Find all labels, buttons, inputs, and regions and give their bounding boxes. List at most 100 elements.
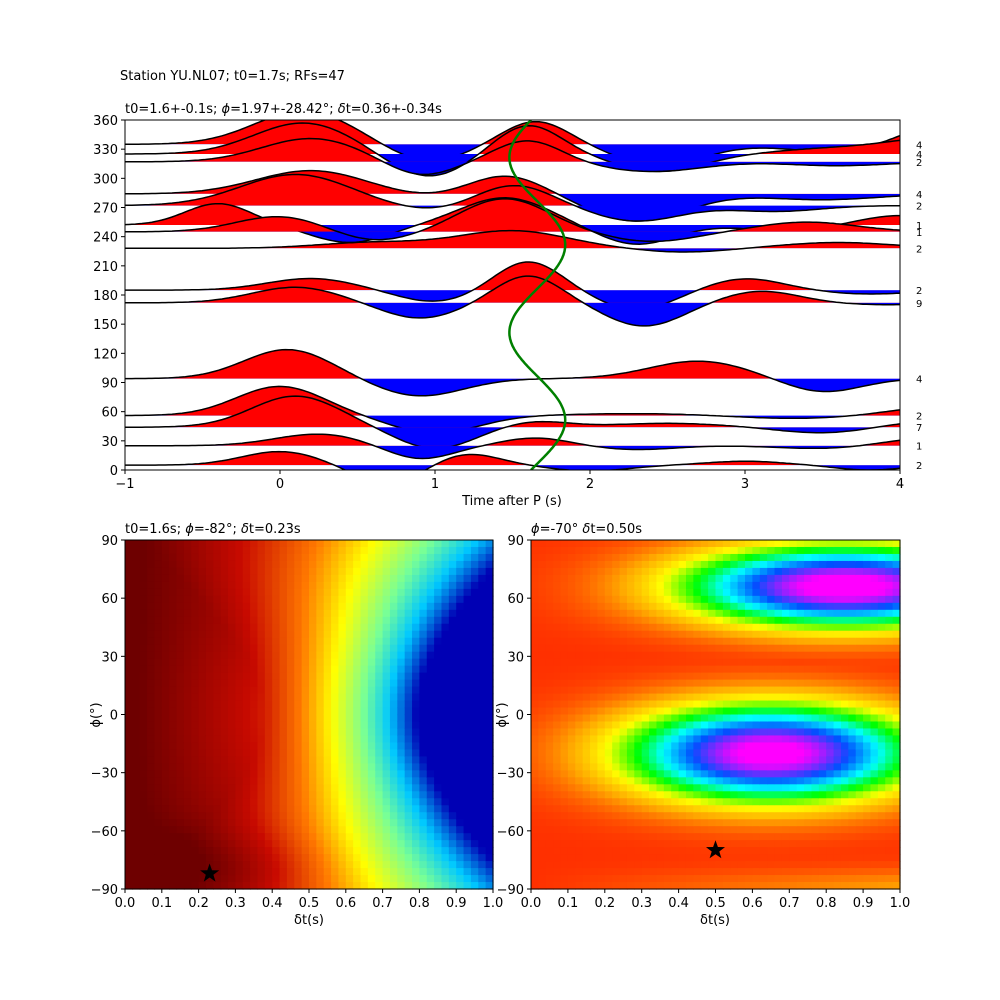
heatmap-cell — [796, 819, 805, 827]
heatmap-cell — [715, 567, 724, 576]
heatmap-cell — [722, 721, 731, 730]
heatmap-cell — [730, 798, 739, 806]
heatmap-cell — [191, 672, 200, 681]
heatmap-cell — [538, 770, 547, 778]
heatmap-cell — [125, 665, 133, 674]
heatmap-cell — [264, 602, 273, 611]
heatmap-cell — [619, 784, 628, 792]
heatmap-cell — [154, 574, 163, 583]
heatmap-cell — [745, 644, 753, 653]
heatmap-cell — [619, 742, 628, 750]
heatmap-cell — [745, 861, 753, 869]
heatmap-cell — [470, 868, 479, 876]
heatmap-cell — [833, 707, 842, 716]
heatmap-cell — [590, 763, 599, 771]
heatmap-cell — [485, 728, 494, 737]
heatmap-cell — [619, 540, 628, 548]
heatmap-cell — [870, 707, 879, 716]
heatmap-cell — [722, 798, 731, 806]
heatmap-cell — [833, 833, 842, 841]
heatmap-cell — [286, 546, 295, 555]
heatmap-cell — [671, 707, 680, 716]
heatmap-cell — [634, 540, 643, 548]
heatmap-cell — [693, 798, 702, 806]
heatmap-cell — [634, 798, 643, 806]
heatmap-cell — [478, 623, 487, 632]
heatmap-cell — [169, 540, 178, 548]
heatmap-cell — [375, 714, 384, 723]
heatmap-cell — [426, 756, 435, 764]
heatmap-cell — [360, 553, 369, 562]
heatmap-cell — [685, 574, 694, 583]
heatmap-cell — [338, 840, 347, 848]
heatmap-cell — [789, 693, 798, 702]
heatmap-cell — [301, 714, 310, 723]
heatmap-cell — [198, 553, 207, 562]
heatmap-cell — [840, 665, 849, 674]
heatmap-cell — [538, 609, 547, 618]
heatmap-cell — [213, 735, 222, 744]
heatmap-cell — [863, 798, 872, 806]
heatmap-cell — [531, 798, 539, 806]
heatmap-cell — [235, 742, 244, 750]
x-tick-label: 0.0 — [115, 896, 136, 911]
heatmap-cell — [789, 546, 798, 555]
heatmap-cell — [323, 714, 332, 723]
heatmap-cell — [257, 805, 266, 813]
heatmap-cell — [397, 588, 406, 597]
heatmap-cell — [811, 742, 820, 750]
heatmap-cell — [671, 826, 680, 834]
heatmap-cell — [796, 623, 805, 632]
heatmap-cell — [397, 546, 406, 555]
heatmap-cell — [848, 840, 857, 848]
heatmap-cell — [345, 875, 354, 883]
heatmap-cell — [463, 609, 472, 618]
rf-positive-fill — [139, 276, 842, 303]
heatmap-cell — [470, 686, 479, 695]
heatmap-cell — [545, 560, 554, 569]
heatmap-cell — [235, 875, 244, 883]
heatmap-cell — [456, 693, 465, 702]
heatmap-cell — [316, 567, 325, 576]
heatmap-cell — [678, 826, 687, 834]
heatmap-cell — [169, 679, 178, 688]
heatmap-cell — [257, 819, 266, 827]
heatmap-cell — [412, 686, 420, 695]
heatmap-cell — [656, 567, 665, 576]
heatmap-cell — [485, 742, 494, 750]
heatmap-cell — [367, 595, 376, 604]
heatmap-cell — [604, 707, 613, 716]
heatmap-cell — [478, 728, 487, 737]
heatmap-cell — [582, 714, 591, 723]
heatmap-cell — [745, 637, 753, 646]
heatmap-cell — [656, 616, 665, 625]
heatmap-cell — [818, 567, 827, 576]
heatmap-cell — [161, 574, 170, 583]
heatmap-cell — [139, 770, 148, 778]
heatmap-cell — [597, 602, 606, 611]
heatmap-cell — [242, 560, 251, 569]
heatmap-cell — [404, 854, 413, 862]
heatmap-cell — [316, 616, 325, 625]
heatmap-cell — [205, 623, 214, 632]
heatmap-cell — [612, 567, 621, 576]
heatmap-cell — [722, 679, 731, 688]
heatmap-cell — [545, 728, 554, 737]
heatmap-cell — [286, 805, 295, 813]
heatmap-cell — [626, 868, 635, 876]
heatmap-cell — [485, 749, 494, 757]
heatmap-cell — [671, 714, 680, 723]
heatmap-cell — [426, 658, 435, 667]
heatmap-cell — [767, 812, 776, 820]
heatmap-cell — [367, 833, 376, 841]
heatmap-cell — [176, 658, 185, 667]
heatmap-cell — [671, 693, 680, 702]
heatmap-cell — [169, 658, 178, 667]
heatmap-cell — [826, 560, 835, 569]
heatmap-cell — [470, 826, 479, 834]
heatmap-cell — [294, 623, 303, 632]
heatmap-cell — [419, 553, 428, 562]
heatmap-cell — [132, 882, 141, 890]
heatmap-cell — [220, 854, 229, 862]
heatmap-cell — [590, 637, 599, 646]
